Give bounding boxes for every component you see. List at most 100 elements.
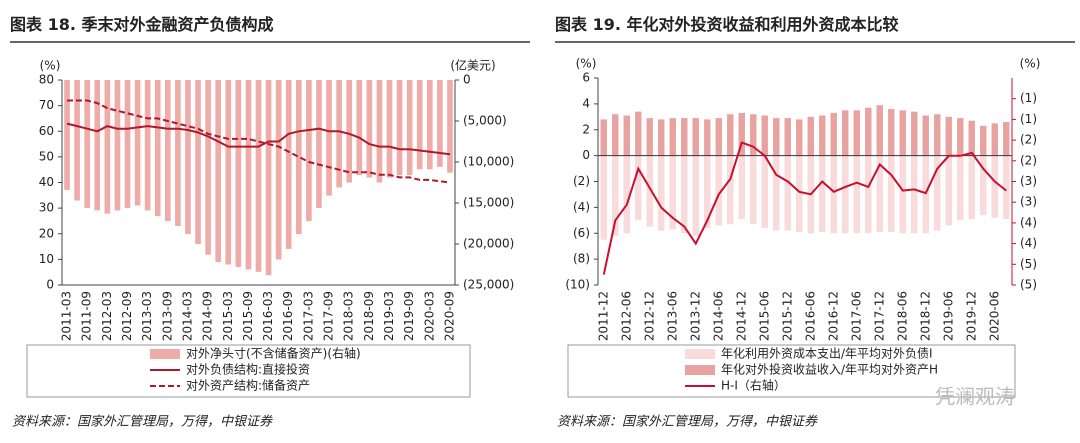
x-tick-label: 2018-03 <box>342 291 356 341</box>
bar <box>623 115 630 156</box>
y2-tick-label: (1) <box>1020 91 1037 105</box>
bar <box>681 155 688 234</box>
bar <box>185 80 191 235</box>
bar <box>285 80 292 249</box>
bar <box>922 155 929 234</box>
x-tick-label: 2017-03 <box>301 291 315 341</box>
bar <box>761 155 768 229</box>
bar <box>796 119 803 156</box>
x-tick-label: 2015-09 <box>241 291 255 341</box>
y2-tick-label: 0 <box>463 73 471 87</box>
bar <box>1003 155 1010 220</box>
bar <box>195 80 201 244</box>
y2-tick-label: (3) <box>1020 174 1037 188</box>
y-tick-label: 10 <box>39 252 54 266</box>
bar <box>74 80 80 201</box>
bar <box>124 80 131 208</box>
y2-tick-label: (4) <box>1020 236 1037 250</box>
bar <box>980 125 987 156</box>
bar <box>154 80 161 217</box>
x-tick-label: 2018-06 <box>895 291 909 341</box>
x-tick-label: 2015-12 <box>780 291 794 341</box>
bar <box>646 118 653 156</box>
x-tick-label: 2016-09 <box>281 291 295 341</box>
bar <box>853 110 860 156</box>
bar <box>842 155 849 234</box>
x-tick-label: 2017-12 <box>872 291 886 341</box>
line <box>66 122 451 156</box>
x-tick-label: 2011-09 <box>80 291 94 341</box>
bar <box>681 118 688 156</box>
x-tick-label: 2013-06 <box>665 291 679 341</box>
bar <box>704 155 711 229</box>
bar <box>600 119 607 156</box>
bar <box>635 111 642 156</box>
bar <box>773 155 780 231</box>
y-tick-label: (6) <box>573 226 590 240</box>
y2-tick-label: (20,000) <box>463 237 514 251</box>
x-tick-label: 2014-09 <box>201 291 215 341</box>
y-tick-label: 4 <box>582 96 590 110</box>
bar <box>215 80 222 263</box>
y-tick-label: 80 <box>39 73 54 87</box>
bar <box>1003 121 1010 156</box>
x-tick-label: 2012-09 <box>120 291 134 341</box>
bar <box>819 115 826 156</box>
bar <box>922 115 929 156</box>
x-tick-label: 2015-03 <box>221 291 235 341</box>
bar <box>316 80 322 208</box>
legend-label: 对外净头寸(不含储备资产)(右轴) <box>186 346 361 361</box>
bar <box>406 80 413 176</box>
chart-title: 图表 19. 年化对外投资收益和利用外资成本比较 <box>555 15 899 34</box>
bar <box>980 155 987 216</box>
x-tick-label: 2020-06 <box>987 291 1001 341</box>
bar <box>692 118 699 156</box>
bar <box>396 80 403 176</box>
bar <box>968 155 975 220</box>
x-tick-label: 2017-09 <box>322 291 336 341</box>
y2-axis-label: (%) <box>1020 57 1041 71</box>
y2-tick-label: (2) <box>1020 133 1037 147</box>
bar <box>784 118 791 156</box>
y2-axis-label: (亿美元) <box>450 58 495 73</box>
y-tick-label: 30 <box>39 201 54 215</box>
line <box>602 141 1007 275</box>
source-note: 资料来源：国家外汇管理局，万得，中银证券 <box>557 414 818 430</box>
legend-box <box>26 344 471 398</box>
bar <box>692 155 699 236</box>
bar <box>658 119 665 156</box>
y-tick-label: (8) <box>573 252 590 266</box>
bar <box>704 119 711 156</box>
bar <box>991 123 998 156</box>
x-tick-label: 2011-03 <box>60 291 74 341</box>
bar <box>134 80 141 206</box>
bar <box>669 118 676 156</box>
bar <box>957 118 964 156</box>
x-tick-label: 2020-09 <box>442 291 456 341</box>
x-tick-label: 2014-03 <box>180 291 194 341</box>
bar <box>437 80 443 167</box>
bar <box>326 80 332 196</box>
y-tick-label: 6 <box>582 71 590 85</box>
x-tick-label: 2018-12 <box>918 291 932 341</box>
y2-tick-label: (1) <box>1020 112 1037 126</box>
bar <box>265 80 272 276</box>
source-note: 资料来源：国家外汇管理局，万得，中银证券 <box>12 414 273 430</box>
bar <box>235 80 242 267</box>
y2-tick-label: (15,000) <box>463 196 514 210</box>
bar <box>225 80 232 265</box>
y2-tick-label: (4) <box>1020 215 1037 229</box>
x-tick-label: 2016-06 <box>803 291 817 341</box>
bar <box>114 80 121 211</box>
y2-tick-label: (25,000) <box>463 278 514 292</box>
bar <box>64 80 70 190</box>
y2-tick-label: (2) <box>1020 153 1037 167</box>
bar <box>295 80 302 235</box>
y-tick-label: (4) <box>573 200 590 214</box>
bar <box>612 114 619 156</box>
watermark: 凭澜观涛 <box>935 385 1015 409</box>
y2-tick-label: (5) <box>1020 257 1037 271</box>
bar <box>773 118 780 156</box>
bar <box>853 155 860 234</box>
x-tick-label: 2012-03 <box>100 291 114 341</box>
